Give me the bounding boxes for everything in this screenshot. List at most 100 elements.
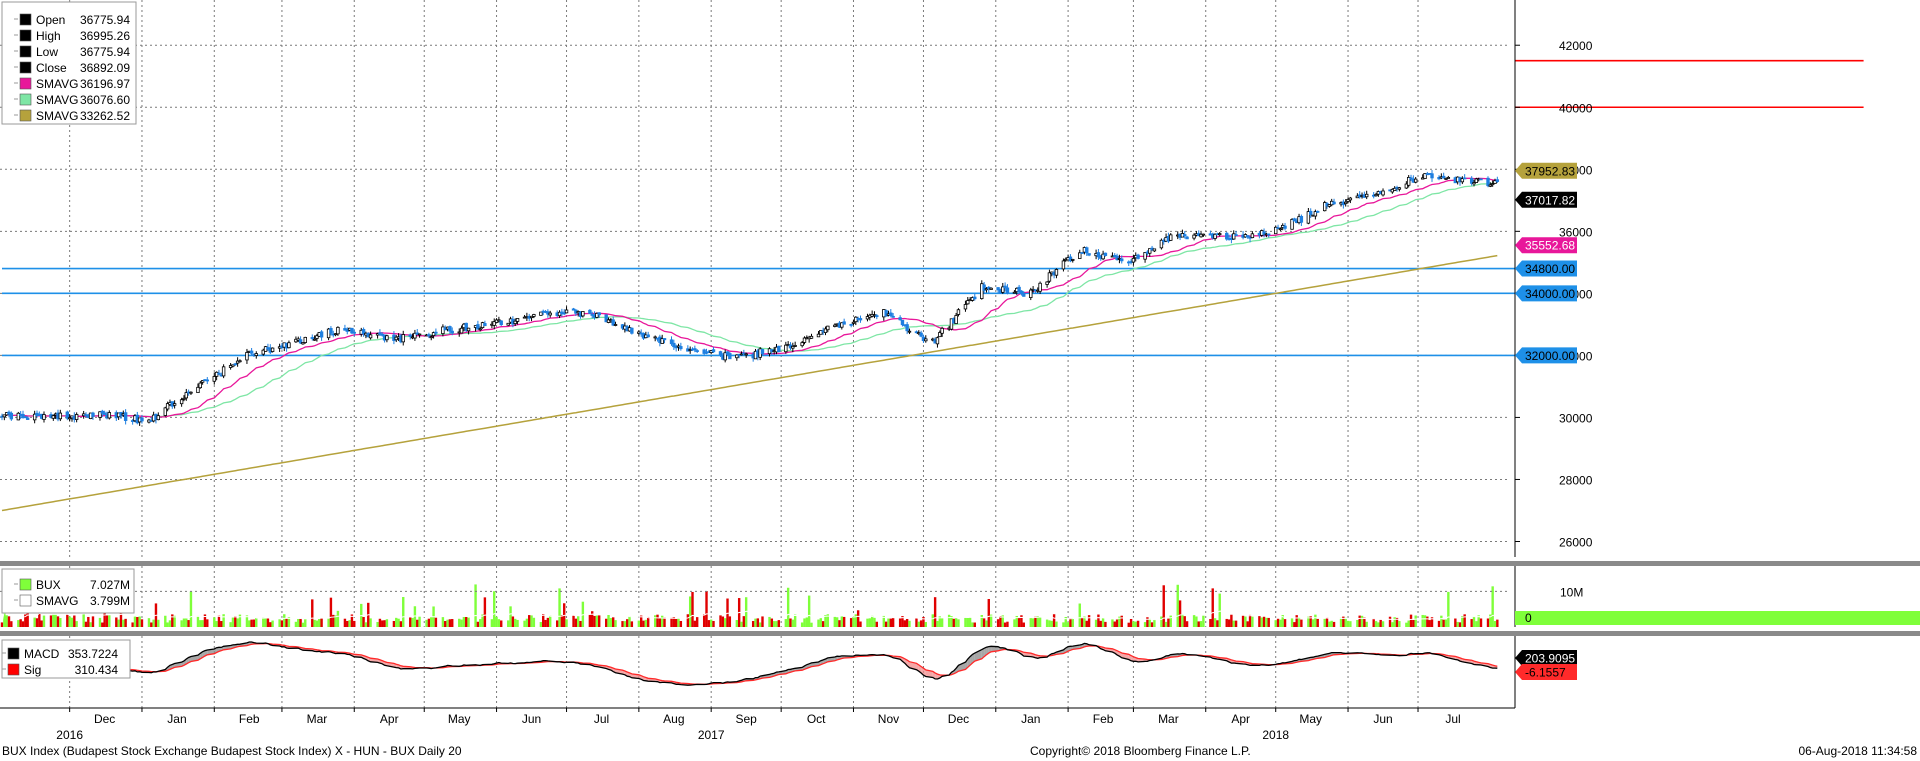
volume-bar: [383, 620, 386, 627]
volume-bar: [1388, 616, 1392, 627]
macd-value-tags: 203.9095-6.1557: [1514, 636, 1577, 708]
candle-body: [1262, 231, 1266, 235]
volume-bar: [1470, 619, 1473, 627]
candle-body: [672, 342, 676, 348]
volume-bar: [1437, 620, 1441, 627]
candle-body: [1486, 177, 1490, 187]
candle-body: [669, 339, 674, 345]
volume-bar: [1094, 619, 1098, 627]
volume-bar: [817, 619, 820, 627]
volume-bar: [350, 614, 354, 627]
volume-bar: [152, 619, 155, 627]
volume-bar: [0, 622, 4, 627]
volume-bar: [819, 618, 823, 627]
volume-bar: [59, 618, 62, 627]
volume-bar: [346, 620, 349, 627]
volume-bar: [821, 621, 825, 627]
volume-bar: [868, 618, 872, 627]
volume-bar: [1148, 618, 1151, 627]
volume-bar: [1426, 616, 1429, 627]
volume-bar: [824, 615, 827, 627]
volume-bar: [430, 617, 433, 627]
volume-bar: [369, 618, 372, 627]
volume-bar: [73, 615, 76, 627]
volume-bar: [528, 615, 531, 627]
volume-bar: [507, 620, 510, 627]
volume-bar: [66, 614, 69, 627]
candle-body: [200, 380, 205, 383]
candle-body: [630, 327, 634, 334]
volume-bar: [1472, 616, 1476, 627]
candle-body: [1225, 232, 1229, 240]
volume-bar: [772, 621, 776, 627]
candle-body: [172, 403, 177, 406]
volume-bar: [1069, 618, 1072, 627]
volume-bar: [1398, 621, 1401, 627]
volume-bar: [124, 618, 127, 627]
candle-body: [1292, 218, 1297, 222]
x-tick-label: Jun: [1373, 712, 1392, 726]
candle-body: [492, 321, 496, 326]
candle-body: [329, 328, 333, 334]
volume-bar: [1300, 619, 1303, 627]
x-tick-label: Nov: [878, 712, 899, 726]
volume-bar: [686, 614, 690, 627]
volume-bar: [1071, 618, 1074, 627]
candle-body: [67, 417, 72, 420]
candle-body: [653, 336, 657, 339]
candle-body: [1290, 219, 1294, 230]
volume-bar: [660, 615, 664, 627]
candle-body: [212, 376, 216, 382]
volume-bar: [1176, 584, 1179, 627]
candle-body: [1283, 225, 1287, 229]
sma-mid-line: [1, 181, 1498, 418]
volume-bar: [1052, 614, 1056, 627]
candle-body: [91, 412, 95, 417]
volume-bar: [950, 616, 953, 627]
volume-bar: [677, 618, 680, 627]
volume-bar: [1447, 591, 1450, 627]
year-label: 2017: [698, 728, 725, 742]
candle-body: [711, 349, 716, 353]
legend-swatch: [19, 13, 32, 26]
volume-bar: [1181, 614, 1184, 627]
candle-body: [315, 335, 319, 339]
volume-bar: [479, 619, 482, 627]
candle-body: [851, 321, 856, 324]
candle-body: [1192, 234, 1196, 239]
y-tick-label: 26000: [1559, 535, 1593, 549]
volume-bar: [810, 622, 813, 627]
legend-label: Low: [36, 45, 58, 59]
candle-body: [1232, 233, 1236, 240]
x-tick-label: Jul: [594, 712, 609, 726]
volume-bar: [105, 615, 109, 627]
volume-bar: [1342, 616, 1345, 627]
candle-body: [1430, 173, 1434, 179]
volume-panel: 10M 0 BUX 7.027M SMAVG 3.799M: [0, 566, 1920, 627]
legend-label: High: [36, 29, 61, 43]
volume-bar: [1169, 615, 1172, 627]
volume-bar: [574, 618, 578, 627]
volume-bar: [1456, 621, 1459, 627]
volume-bar: [1454, 618, 1457, 627]
candle-body: [819, 330, 823, 335]
candle-body: [562, 312, 566, 315]
candle-body: [1136, 254, 1140, 259]
volume-bar: [248, 620, 251, 627]
volume-bar: [294, 621, 298, 627]
volume-bar: [525, 618, 529, 627]
volume-bar: [402, 597, 405, 627]
volume-bar: [1113, 621, 1116, 627]
volume-bar: [56, 616, 60, 627]
candle-body: [1495, 179, 1500, 182]
candle-body: [809, 335, 814, 339]
candle-body: [434, 331, 438, 334]
volume-bar: [133, 616, 137, 627]
volume-bar: [150, 622, 153, 627]
candle-body: [196, 386, 200, 394]
volume-bar: [1265, 617, 1268, 627]
candle-body: [1003, 285, 1007, 289]
candle-body: [1364, 193, 1369, 198]
volume-bar: [1062, 622, 1065, 627]
candle-body: [506, 322, 510, 326]
